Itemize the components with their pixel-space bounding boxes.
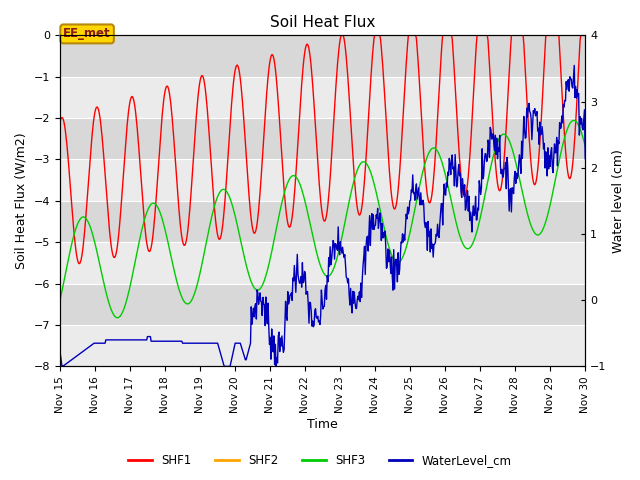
Bar bbox=[60, 36, 585, 77]
Bar bbox=[60, 242, 585, 284]
Title: Soil Heat Flux: Soil Heat Flux bbox=[270, 15, 375, 30]
Y-axis label: Soil Heat Flux (W/m2): Soil Heat Flux (W/m2) bbox=[15, 132, 28, 269]
Bar bbox=[60, 159, 585, 201]
Text: EE_met: EE_met bbox=[63, 27, 111, 40]
Bar bbox=[60, 77, 585, 118]
X-axis label: Time: Time bbox=[307, 419, 338, 432]
Bar bbox=[60, 201, 585, 242]
Bar bbox=[60, 118, 585, 159]
Bar bbox=[60, 284, 585, 325]
Bar bbox=[60, 325, 585, 366]
Legend: SHF1, SHF2, SHF3, WaterLevel_cm: SHF1, SHF2, SHF3, WaterLevel_cm bbox=[124, 449, 516, 472]
Y-axis label: Water level (cm): Water level (cm) bbox=[612, 149, 625, 253]
